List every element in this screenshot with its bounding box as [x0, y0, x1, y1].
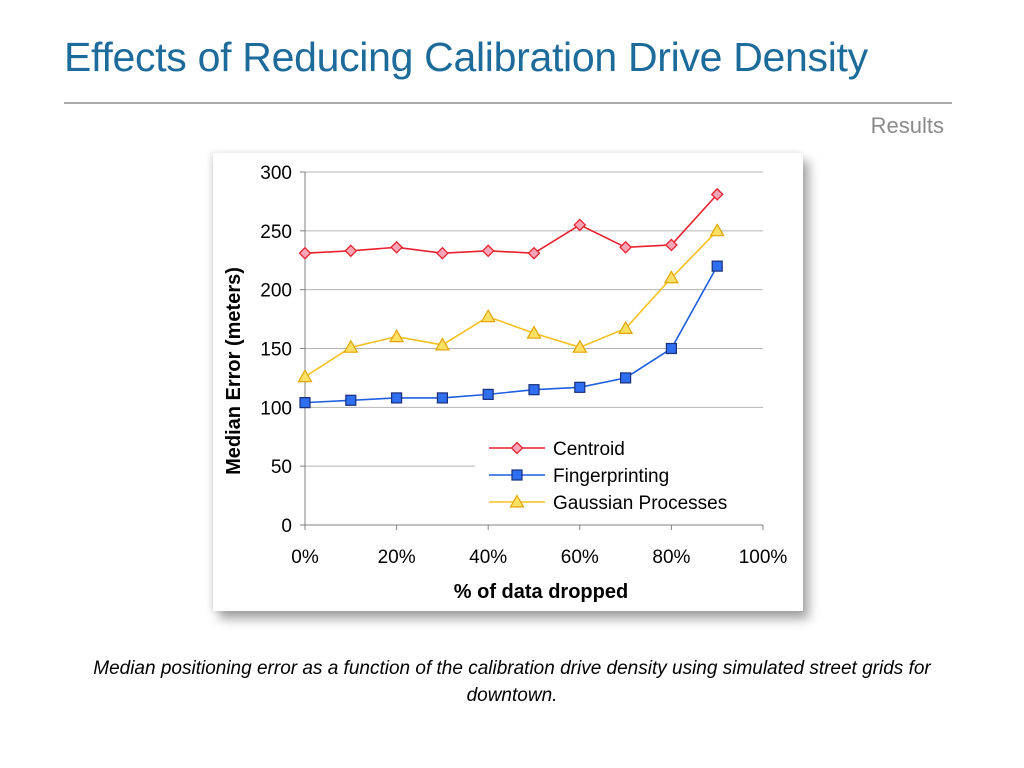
y-tick-labels: 0 50 100 150 200 250 300 [260, 163, 292, 537]
data-point-centroid [710, 187, 724, 201]
data-point-fingerprinting [299, 397, 311, 409]
legend-label-gaussian-processes: Gaussian Processes [553, 493, 727, 514]
grid-lines [305, 171, 763, 467]
figure-caption: Median positioning error as a function o… [93, 658, 931, 706]
data-point-centroid [619, 240, 633, 254]
legend-marker-centroid [510, 441, 524, 455]
title-divider [64, 102, 952, 104]
x-axis-label: % of data dropped [454, 581, 628, 603]
series-fingerprinting [299, 260, 723, 409]
x-tick-label: 80% [652, 547, 690, 568]
y-tick-label: 150 [260, 340, 292, 361]
series-line-centroid [304, 193, 718, 255]
data-point-centroid [573, 218, 587, 232]
legend-label-centroid: Centroid [553, 439, 625, 460]
y-tick-label: 100 [260, 398, 292, 419]
data-point-fingerprinting [574, 381, 586, 393]
y-tick-label: 50 [271, 457, 292, 478]
data-point-gaussian-processes [663, 270, 679, 284]
data-point-fingerprinting [665, 342, 677, 355]
legend-label-fingerprinting: Fingerprinting [553, 466, 669, 487]
data-point-gaussian-processes [526, 325, 542, 339]
data-point-centroid [527, 246, 541, 260]
y-tick-label: 250 [260, 222, 292, 243]
legend-marker-fingerprinting [511, 469, 523, 481]
data-series [297, 187, 725, 409]
line-chart: 0 50 100 150 200 250 300 0% 20% 40% 60% 80% 100% % … [223, 163, 787, 603]
data-point-fingerprinting [482, 388, 494, 400]
slide-subtitle: Results [870, 113, 944, 138]
data-point-fingerprinting [711, 260, 723, 272]
data-point-gaussian-processes [709, 223, 725, 237]
y-axis-label: Median Error (meters) [223, 267, 245, 475]
series-line-fingerprinting [304, 265, 718, 404]
x-tick-label: 0% [291, 547, 319, 568]
data-point-fingerprinting [436, 392, 448, 404]
data-point-fingerprinting [620, 372, 632, 384]
x-tick-label: 100% [739, 547, 788, 568]
y-tick-label: 0 [281, 516, 292, 537]
legend-item-gaussian-processes: Gaussian Processes [489, 493, 727, 514]
y-tick-label: 200 [260, 281, 292, 302]
x-tick-label: 20% [378, 547, 416, 568]
data-point-gaussian-processes [618, 320, 634, 334]
legend-item-centroid: Centroid [489, 439, 625, 460]
data-point-centroid [435, 246, 449, 260]
data-point-centroid [481, 244, 495, 258]
data-point-gaussian-processes [389, 329, 405, 343]
x-tick-labels: 0% 20% 40% 60% 80% 100% [291, 547, 787, 568]
chart-legend: Centroid Fingerprinting Gaussian Processes [475, 431, 763, 521]
data-point-gaussian-processes [343, 339, 359, 353]
data-point-centroid [390, 240, 404, 254]
legend-marker-gaussian-processes [509, 494, 525, 508]
data-point-fingerprinting [391, 392, 403, 404]
chart-frame: 0 50 100 150 200 250 300 0% 20% 40% 60% 80% 100% % … [213, 153, 803, 611]
data-point-centroid [344, 244, 358, 258]
data-point-centroid [298, 246, 312, 260]
legend-item-fingerprinting: Fingerprinting [489, 466, 669, 487]
data-point-centroid [664, 238, 678, 252]
data-point-gaussian-processes [572, 339, 588, 353]
series-gaussian-processes [297, 223, 725, 383]
x-tick-label: 40% [469, 547, 507, 568]
series-line-gaussian-processes [304, 230, 718, 378]
data-point-fingerprinting [345, 394, 357, 406]
data-point-fingerprinting [528, 384, 540, 396]
slide-title: Effects of Reducing Calibration Drive De… [64, 34, 868, 80]
y-tick-label: 300 [260, 163, 292, 184]
data-point-gaussian-processes [297, 369, 313, 383]
series-centroid [298, 187, 724, 260]
data-point-gaussian-processes [480, 309, 496, 323]
x-tick-label: 60% [561, 547, 599, 568]
data-point-gaussian-processes [434, 337, 450, 351]
